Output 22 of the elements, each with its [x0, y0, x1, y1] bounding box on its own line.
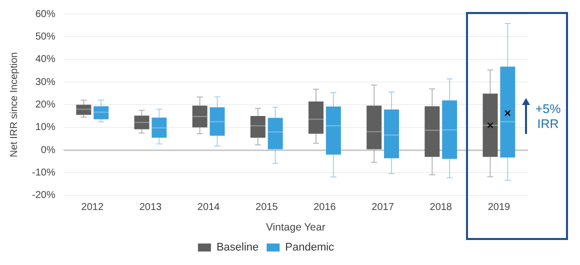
y-tick-label: 10% [35, 122, 56, 134]
y-tick-label: 50% [35, 31, 56, 42]
x-tick-label: 2018 [430, 202, 452, 214]
x-tick-label: 2016 [314, 202, 336, 214]
x-tick-label: 2015 [256, 202, 278, 214]
x-tick-label: 2013 [139, 202, 162, 214]
x-axis-title: Vintage Year [266, 222, 326, 234]
legend-label: Pandemic [285, 242, 335, 254]
text: +5% IRR [534, 102, 562, 132]
x-tick-label: 2014 [197, 202, 220, 214]
x-tick-label: 2012 [81, 202, 104, 214]
legend-label: Baseline [216, 242, 259, 254]
y-tick-label: 60% [35, 8, 56, 20]
y-tick-label: -10% [32, 167, 56, 178]
x-tick-label: 2017 [372, 202, 394, 214]
y-axis-title: Net IRR since Inception [8, 52, 20, 158]
y-tick-label: -20% [32, 190, 56, 202]
y-tick-label: 40% [35, 54, 56, 66]
y-tick-label: 30% [35, 76, 56, 88]
y-tick-label: 0% [40, 144, 56, 156]
x-tick-label: 2019 [488, 202, 511, 214]
y-tick-label: 20% [35, 99, 56, 110]
